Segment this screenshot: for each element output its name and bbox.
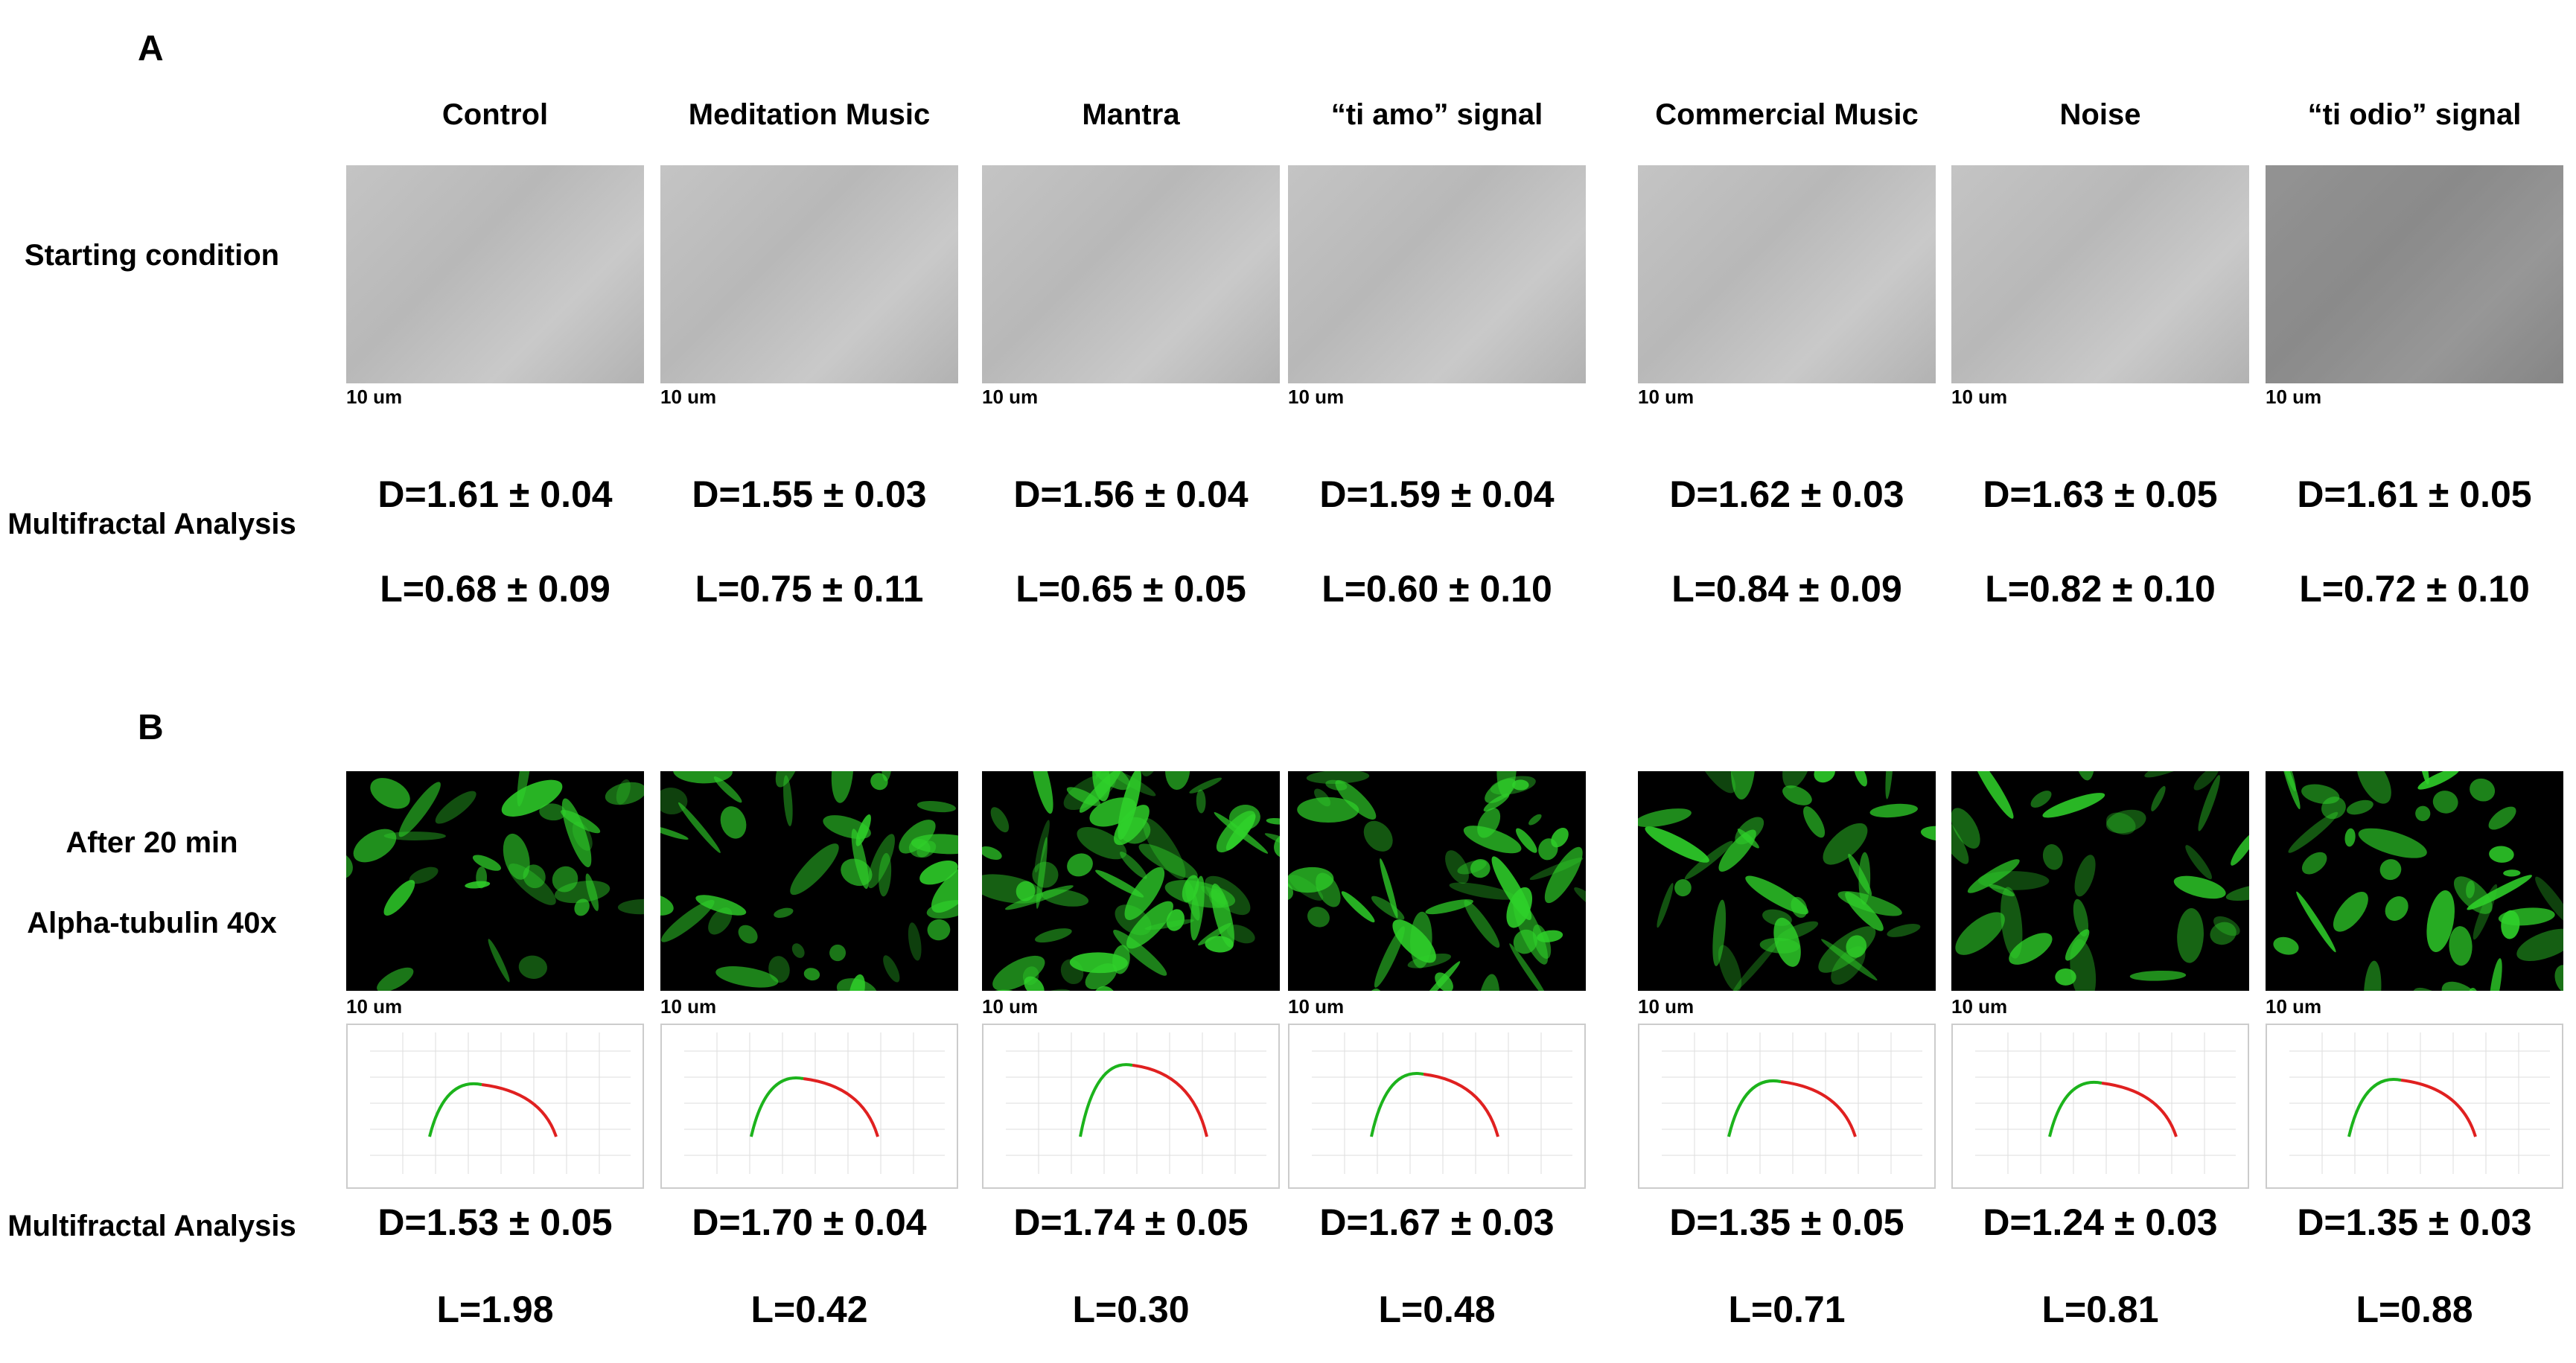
fluorescence-image [660, 771, 958, 991]
scale-bar: 10 um [346, 995, 403, 1018]
l-value: L=0.84 ± 0.09 [1671, 568, 1902, 610]
l-value: L=0.72 ± 0.10 [2299, 568, 2530, 610]
row-label: Starting condition [24, 239, 280, 272]
cell-image [1951, 165, 2249, 383]
scale-bar: 10 um [660, 386, 717, 408]
d-value: D=1.56 ± 0.04 [1013, 473, 1249, 515]
l-value: L=0.60 ± 0.10 [1322, 568, 1552, 610]
spectrum-plot [1288, 1024, 1586, 1189]
cell-image [982, 165, 1280, 383]
column-title: Meditation Music [688, 98, 931, 131]
d-value: D=1.35 ± 0.03 [2297, 1201, 2532, 1243]
row-label: Multifractal Analysis [7, 1210, 296, 1242]
d-value: D=1.61 ± 0.05 [2297, 473, 2532, 515]
column-title: Commercial Music [1655, 98, 1919, 131]
spectrum-plot [982, 1024, 1280, 1189]
scale-bar: 10 um [2266, 386, 2322, 408]
panel-label: A [138, 29, 164, 68]
l-value: L=1.98 [436, 1289, 554, 1330]
fluorescence-image [982, 771, 1280, 991]
spectrum-plot [346, 1024, 644, 1189]
spectrum-plot [1951, 1024, 2249, 1189]
fluorescence-image [1638, 771, 1936, 991]
scale-bar: 10 um [1951, 995, 2008, 1018]
d-value: D=1.55 ± 0.03 [692, 473, 927, 515]
l-value: L=0.68 ± 0.09 [380, 568, 610, 610]
cell-image [1638, 165, 1936, 383]
spectrum-plot [660, 1024, 958, 1189]
spectrum-plot [1638, 1024, 1936, 1189]
fluorescence-image [1951, 771, 2249, 991]
l-value: L=0.88 [2356, 1289, 2473, 1330]
scale-bar: 10 um [1638, 995, 1695, 1018]
l-value: L=0.82 ± 0.10 [1985, 568, 2216, 610]
cell-image [1288, 165, 1586, 383]
scale-bar: 10 um [1951, 386, 2008, 408]
fluorescence-image [2266, 771, 2563, 991]
d-value: D=1.70 ± 0.04 [692, 1201, 927, 1243]
fluorescence-image [1288, 771, 1586, 991]
fluorescence-image [346, 771, 644, 991]
l-value: L=0.75 ± 0.11 [695, 568, 924, 610]
cell-image [346, 165, 644, 383]
d-value: D=1.62 ± 0.03 [1669, 473, 1904, 515]
l-value: L=0.48 [1378, 1289, 1496, 1330]
scale-bar: 10 um [982, 386, 1039, 408]
d-value: D=1.63 ± 0.05 [1983, 473, 2218, 515]
column-title: “ti amo” signal [1330, 98, 1543, 131]
column-title: “ti odio” signal [2307, 98, 2522, 131]
column-title: Mantra [1082, 98, 1180, 131]
scale-bar: 10 um [1288, 995, 1345, 1018]
scale-bar: 10 um [1638, 386, 1695, 408]
scale-bar: 10 um [660, 995, 717, 1018]
d-value: D=1.59 ± 0.04 [1319, 473, 1555, 515]
l-value: L=0.30 [1072, 1289, 1190, 1330]
l-value: L=0.42 [750, 1289, 868, 1330]
l-value: L=0.71 [1728, 1289, 1846, 1330]
l-value: L=0.65 ± 0.05 [1016, 568, 1246, 610]
cell-image [2266, 165, 2563, 383]
cell-image [660, 165, 958, 383]
d-value: D=1.35 ± 0.05 [1669, 1201, 1904, 1243]
scale-bar: 10 um [2266, 995, 2322, 1018]
spectrum-plot [2266, 1024, 2563, 1189]
d-value: D=1.53 ± 0.05 [377, 1201, 613, 1243]
l-value: L=0.81 [2041, 1289, 2159, 1330]
panel-label: B [138, 708, 164, 747]
scale-bar: 10 um [982, 995, 1039, 1018]
row-label: Multifractal Analysis [7, 508, 296, 540]
d-value: D=1.74 ± 0.05 [1013, 1201, 1249, 1243]
column-title: Control [441, 98, 549, 131]
d-value: D=1.24 ± 0.03 [1983, 1201, 2218, 1243]
column-title: Noise [2059, 98, 2141, 131]
row-label: After 20 min [66, 826, 238, 859]
scale-bar: 10 um [1288, 386, 1345, 408]
d-value: D=1.61 ± 0.04 [377, 473, 613, 515]
row-label: Alpha-tubulin 40x [27, 907, 277, 939]
d-value: D=1.67 ± 0.03 [1319, 1201, 1555, 1243]
scale-bar: 10 um [346, 386, 403, 408]
